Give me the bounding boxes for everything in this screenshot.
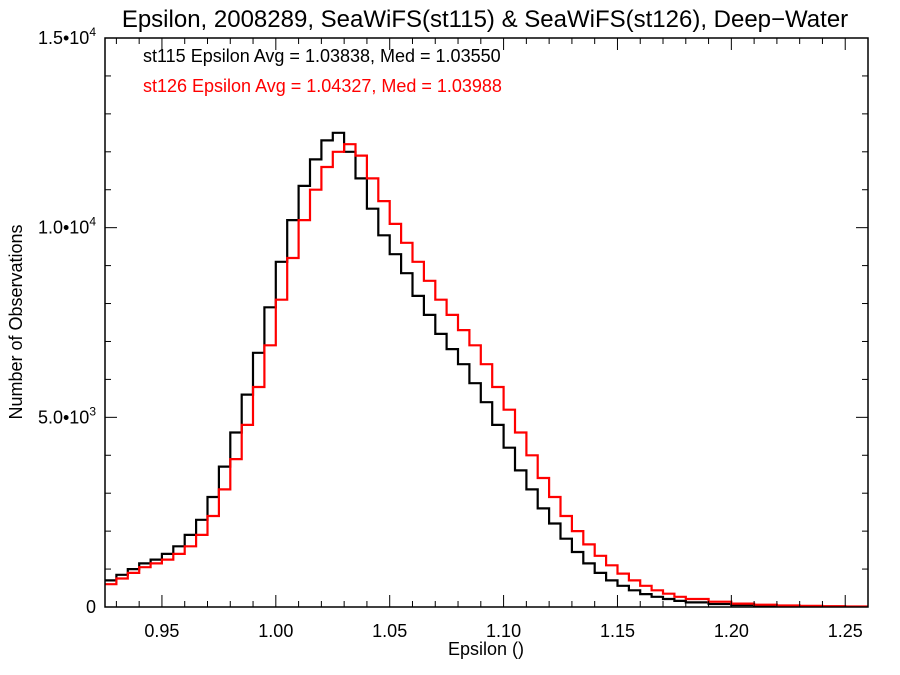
x-tick-label: 0.95 xyxy=(144,621,179,641)
annotation-st115: st115 Epsilon Avg = 1.03838, Med = 1.035… xyxy=(143,46,501,66)
annotation-st126: st126 Epsilon Avg = 1.04327, Med = 1.039… xyxy=(143,76,502,96)
plot-frame xyxy=(104,37,869,608)
y-tick-label: 0 xyxy=(86,597,96,617)
x-tick-label: 1.15 xyxy=(600,621,635,641)
y-tick-label: 1.5•104 xyxy=(38,25,96,48)
y-tick-label: 5.0•103 xyxy=(38,404,96,427)
x-axis-label: Epsilon () xyxy=(448,639,524,659)
x-tick-label: 1.25 xyxy=(828,621,863,641)
x-axis: 0.95 1.00 1.05 1.10 1.15 1.20 1.25 xyxy=(115,38,869,641)
y-tick-label: 1.0•104 xyxy=(38,215,96,238)
y-axis-label: Number of Observations xyxy=(6,224,26,419)
x-tick-label: 1.10 xyxy=(486,621,521,641)
series-line-0 xyxy=(105,131,868,607)
x-tick-label: 1.20 xyxy=(714,621,749,641)
y-axis: 0 5.0•103 1.0•104 1.5•104 xyxy=(38,25,868,617)
x-tick-label: 1.00 xyxy=(258,621,293,641)
chart-title: Epsilon, 2008289, SeaWiFS(st115) & SeaWi… xyxy=(122,6,848,33)
x-tick-label: 1.05 xyxy=(372,621,407,641)
series-line-1 xyxy=(105,143,868,607)
